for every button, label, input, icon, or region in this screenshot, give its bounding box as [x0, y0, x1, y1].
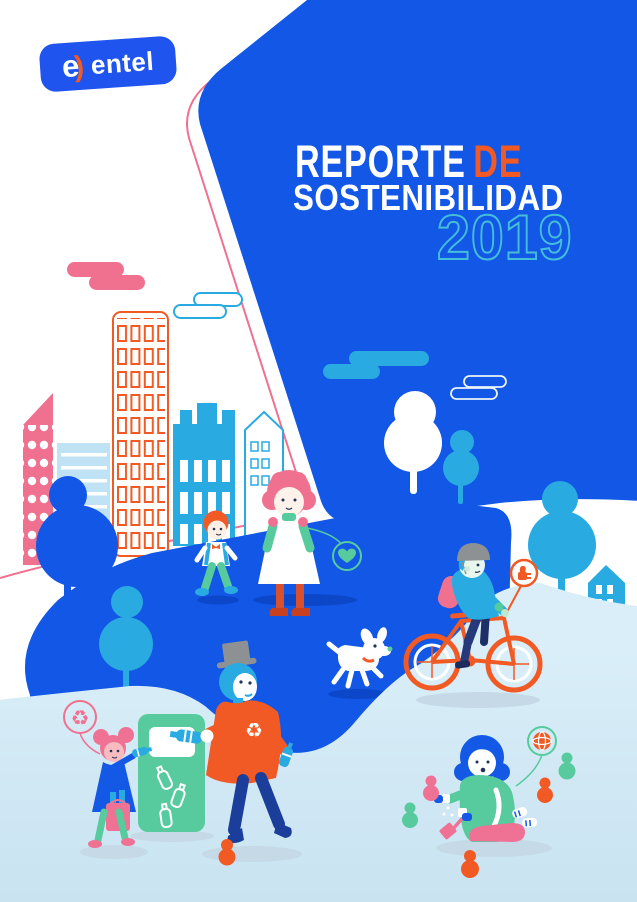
heart-balloon-icon	[332, 541, 362, 571]
white-outline-cloud-icon	[450, 375, 507, 400]
logo-paren-icon: )	[73, 50, 86, 84]
logo-e-icon: e)	[61, 48, 86, 84]
plant-mint-1	[402, 802, 418, 828]
gardening-woman	[434, 726, 557, 842]
bicycle-shadow	[416, 692, 540, 708]
man-shadow	[202, 846, 302, 862]
teal-tree-small-icon	[443, 430, 479, 504]
brand-name: entel	[89, 45, 155, 81]
bike-rider	[437, 543, 509, 669]
title-line1: REPORTE DE	[295, 139, 522, 184]
recycle-icon: ♻	[245, 718, 263, 742]
big-teal-tree-icon	[528, 481, 596, 612]
white-tree-icon	[384, 391, 442, 494]
recycle-icon: ♻	[71, 706, 90, 730]
title-line1-main: REPORTE	[295, 136, 466, 187]
dark-blue-tree-icon	[36, 476, 118, 612]
gardener-shadow	[436, 839, 552, 857]
bottle-into-bin	[169, 729, 203, 744]
bottle-in-girl-hand	[132, 746, 153, 758]
plant-orange-3	[461, 850, 479, 878]
bin-shadow	[130, 830, 214, 842]
boy-shadow	[197, 595, 239, 605]
thumbs-up-sign-icon	[506, 558, 539, 613]
teal-cloud-icon	[323, 351, 429, 379]
title-line2: SOSTENIBILIDAD	[293, 177, 564, 218]
woman-shadow	[253, 594, 357, 606]
pink-cloud-icon	[67, 262, 145, 290]
recycling-man: ♻	[169, 640, 294, 844]
globe-balloon-icon	[515, 726, 557, 787]
pink-hair-woman	[258, 470, 346, 616]
recycling-girl: ♻	[63, 700, 153, 848]
brand-logo: e) entel	[38, 35, 178, 93]
recycle-balloon-icon: ♻	[63, 700, 101, 755]
plant-mint-2	[558, 752, 576, 780]
teal-outline-cloud-icon	[173, 292, 243, 319]
plant-pink	[423, 775, 439, 801]
shovel-icon	[439, 808, 472, 840]
plant-orange-2	[537, 777, 553, 803]
city-orange-outline-building	[112, 311, 169, 557]
bottle-in-hand	[279, 742, 294, 767]
cyclist-on-bicycle	[403, 543, 543, 693]
dog-shadow	[328, 689, 388, 699]
title-line1-accent: DE	[473, 136, 523, 187]
running-dog	[326, 627, 393, 689]
teal-street-tree-icon	[99, 586, 153, 694]
title-year: 2019	[436, 203, 573, 273]
plant-orange-1	[218, 839, 236, 866]
walking-boy	[194, 510, 238, 596]
girl-shadow	[80, 845, 148, 859]
main-blue-shape	[198, 0, 637, 523]
